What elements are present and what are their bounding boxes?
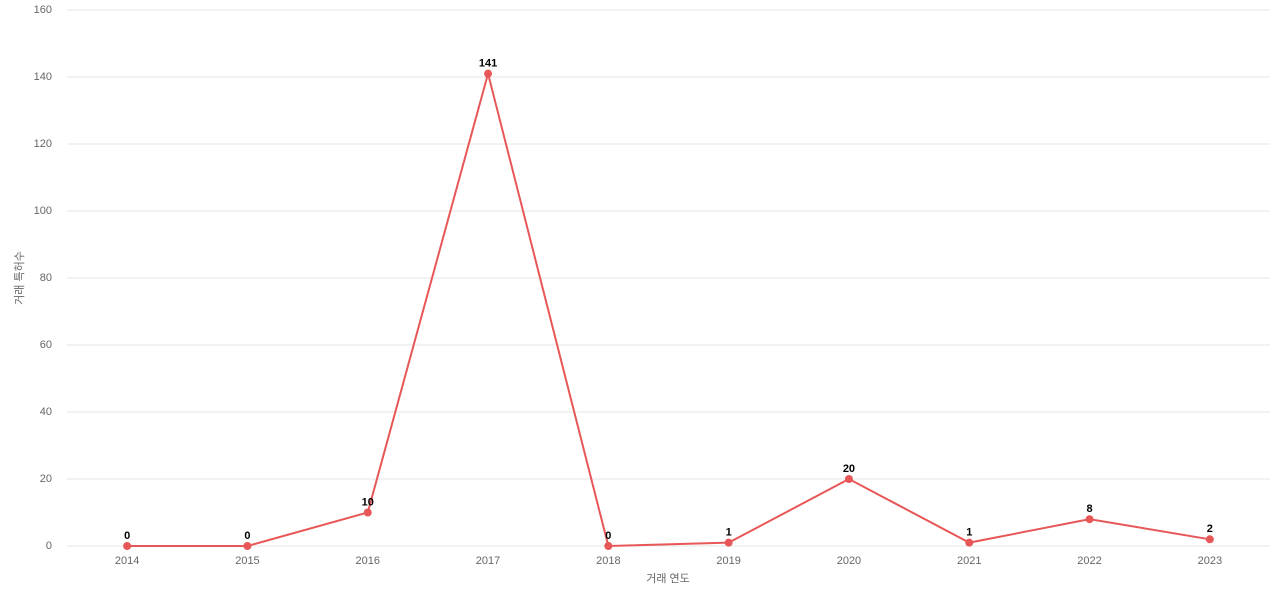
x-tick-label: 2023 — [1198, 555, 1222, 567]
data-label: 141 — [479, 58, 497, 70]
point — [965, 538, 974, 547]
point — [844, 475, 853, 483]
x-tick-label: 2021 — [957, 555, 981, 567]
point — [604, 542, 613, 550]
y-tick-label: 120 — [34, 138, 52, 150]
data-label: 0 — [244, 530, 250, 542]
y-axis-title: 거래 특허수 — [13, 251, 26, 305]
point — [724, 538, 733, 547]
data-label: 20 — [843, 463, 855, 475]
point — [1205, 535, 1214, 544]
y-tick-label: 40 — [40, 406, 52, 418]
y-tick-label: 80 — [40, 272, 52, 284]
point — [363, 508, 372, 517]
x-tick-label: 2014 — [115, 555, 139, 567]
y-tick-label: 20 — [40, 473, 52, 485]
y-tick-label: 60 — [40, 339, 52, 351]
x-tick-label: 2020 — [837, 555, 861, 567]
data-label: 10 — [362, 496, 374, 508]
y-tick-label: 0 — [46, 540, 52, 552]
point — [123, 542, 132, 550]
x-tick-label: 2017 — [476, 555, 500, 567]
data-label: 8 — [1086, 503, 1092, 515]
data-label: 0 — [605, 530, 611, 542]
data-label: 1 — [966, 527, 972, 539]
point — [1085, 515, 1094, 524]
point — [243, 542, 252, 550]
x-tick-label: 2018 — [596, 555, 620, 567]
data-label: 0 — [124, 530, 130, 542]
y-tick-label: 160 — [34, 4, 52, 16]
x-tick-label: 2019 — [716, 555, 740, 567]
y-tick-label: 140 — [34, 71, 52, 83]
point — [484, 69, 493, 78]
x-tick-label: 2022 — [1077, 555, 1101, 567]
data-label: 2 — [1207, 523, 1213, 535]
x-tick-label: 2016 — [356, 555, 380, 567]
x-tick-label: 2015 — [235, 555, 259, 567]
x-axis-title: 거래 연도 — [646, 572, 690, 585]
y-tick-label: 100 — [34, 205, 52, 217]
data-label: 1 — [726, 527, 732, 539]
line — [127, 69, 1211, 548]
